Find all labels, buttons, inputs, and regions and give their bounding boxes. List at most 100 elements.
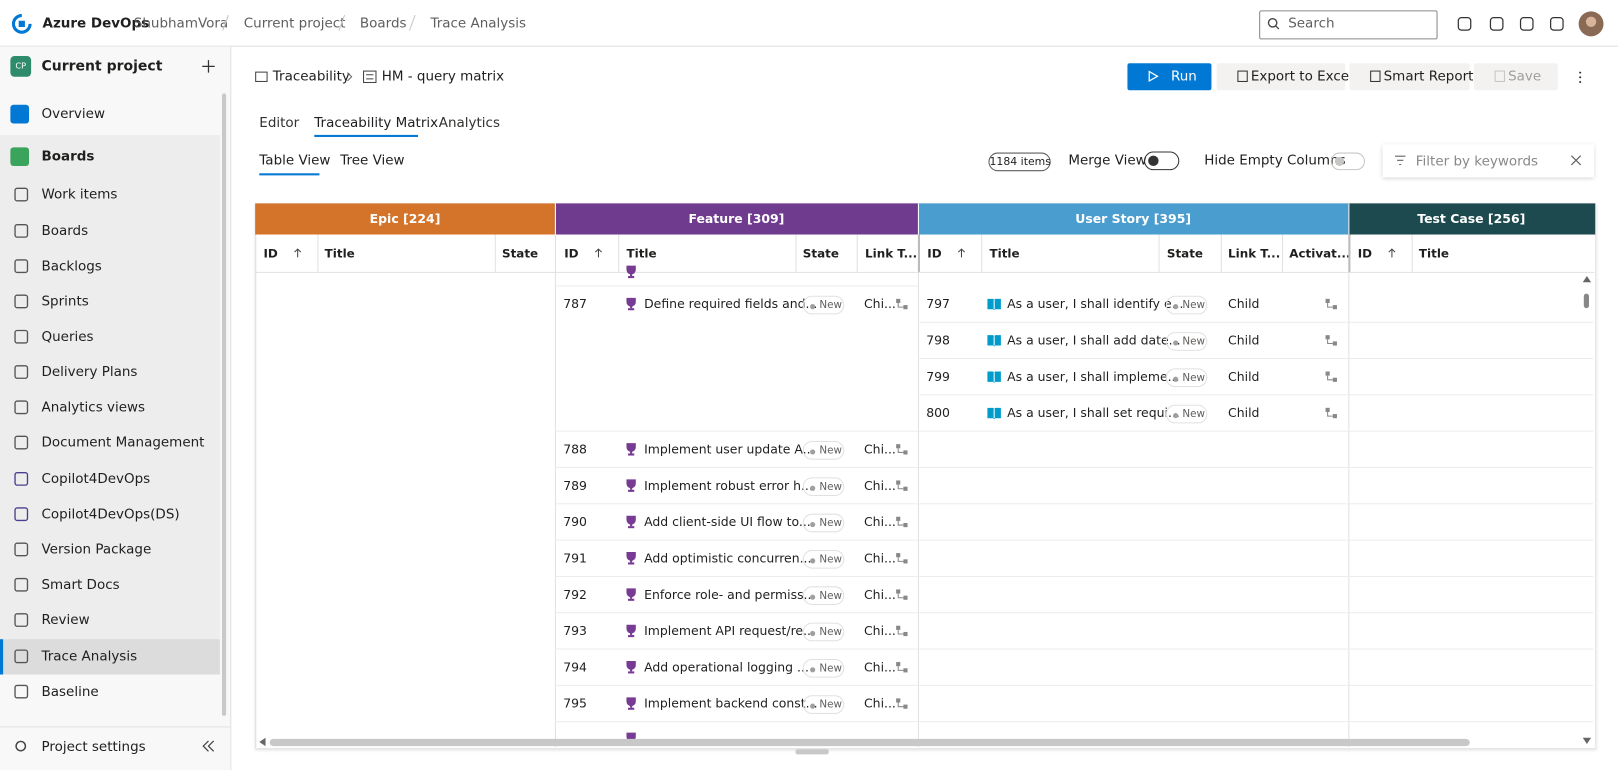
project-name[interactable]: Current project [41,58,163,75]
view-tab[interactable]: Table View [259,153,331,169]
query-icon [363,70,377,84]
story-title[interactable]: As a user, I shall identify e... [1007,296,1184,311]
feature-id[interactable]: 787 [563,296,587,312]
nav-item[interactable]: Baseline [41,684,99,700]
merge-label: Merge View [1068,153,1147,169]
h-scrollbar[interactable] [269,738,1470,747]
filter-placeholder: Filter by keywords [1415,154,1539,170]
feature-title[interactable]: Add optimistic concurren... [644,550,812,566]
column-header: State [502,245,539,261]
story-id[interactable]: 799 [926,368,950,384]
scroll-up [1582,276,1592,283]
nav-item[interactable]: Boards [41,148,95,165]
story-title[interactable]: As a user, I shall impleme... [1007,368,1180,384]
nav-item[interactable]: Copilot4DevOps(DS) [41,506,180,523]
feature-title[interactable]: Define required fields and... [644,296,818,312]
breadcrumb[interactable]: Current project [243,16,346,32]
feature-id[interactable]: 790 [563,514,587,529]
sidebar-footer [0,726,231,770]
topbar [0,0,1618,47]
state-dot [810,521,816,527]
state-text: New [819,299,843,312]
nav-item[interactable]: Backlogs [41,258,102,275]
state-pill: New [1165,404,1208,423]
story-id[interactable]: 800 [926,405,950,420]
state-dot [1173,339,1179,346]
feature-id[interactable]: 791 [563,550,587,566]
breadcrumb[interactable]: Trace Analysis [430,16,527,32]
action-button[interactable] [1127,63,1212,91]
state-text: New [819,662,843,674]
feature-title[interactable]: Implement API request/re... [644,623,815,638]
story-id[interactable]: 798 [926,332,950,348]
avatar [1578,11,1604,37]
tab[interactable]: Editor [259,115,300,132]
feature-id[interactable]: 792 [563,586,587,602]
feature-id[interactable]: 795 [563,695,587,711]
feature-link: Chi... [863,477,896,493]
button-label[interactable]: Run [1170,69,1197,85]
nav-item[interactable]: Version Package [41,542,152,558]
nav-item[interactable]: Copilot4DevOps [41,471,151,488]
nav-item[interactable]: Analytics views [41,400,146,416]
state-text: New [1182,335,1206,348]
item-count: 1184 items [988,152,1051,172]
breadcrumb[interactable]: Boards [359,16,407,32]
state-pill: New [1165,295,1208,314]
nav-icon [14,329,29,344]
tab[interactable]: Analytics [438,115,500,132]
state-text: New [819,553,843,566]
path-root[interactable]: Traceability [272,69,350,85]
filter-box[interactable] [1382,144,1595,178]
story-title[interactable]: As a user, I shall add date... [1007,332,1181,348]
feature-icon [626,551,636,564]
story-id[interactable]: 797 [926,296,950,311]
nav-item[interactable]: Overview [41,106,105,122]
story-title[interactable]: As a user, I shall set requi... [1007,405,1180,420]
feature-title[interactable]: Add operational logging ... [644,659,809,674]
nav-icon [14,400,29,415]
feature-id[interactable]: 788 [563,441,587,457]
action-button [1473,63,1558,91]
tab[interactable]: Traceability Matrix [314,115,439,132]
search-box[interactable] [1259,10,1438,40]
state-pill: New [802,440,845,460]
button-label[interactable]: Export to Excel [1250,69,1353,85]
nav-item[interactable]: Delivery Plans [41,364,138,381]
nav-item[interactable]: Sprints [41,294,89,310]
feature-title[interactable]: Add client-side UI flow to... [644,514,811,529]
nav-item[interactable]: Work items [41,187,118,203]
feature-title[interactable]: Enforce role- and permiss... [644,586,816,602]
project-settings[interactable]: Project settings [41,739,146,755]
column-header: Title [324,245,355,261]
view-tab[interactable]: Tree View [340,153,405,169]
top-icon [1489,17,1504,31]
action-button[interactable] [1349,63,1470,91]
hide-empty-label: Hide Empty Columns [1204,153,1346,169]
nav-item[interactable]: Review [41,612,90,629]
state-text: New [819,517,843,529]
state-pill: New [1165,367,1208,387]
column-header: State [802,245,839,261]
nav-item[interactable]: Smart Docs [41,577,120,594]
feature-id[interactable]: 794 [563,659,587,674]
nav-item[interactable]: Queries [41,329,94,346]
v-scrollbar[interactable] [1583,293,1589,309]
nav-item[interactable]: Trace Analysis [41,649,138,665]
feature-title[interactable]: Implement user update A... [644,441,815,457]
link-icon [896,552,908,563]
nav-item[interactable]: Document Management [41,435,205,451]
top-icon [1519,17,1534,31]
feature-id[interactable]: 789 [563,477,587,493]
merge-toggle[interactable] [1144,151,1180,171]
search-placeholder: Search [1288,16,1335,32]
nav-item[interactable]: Boards [41,223,89,240]
story-icon [987,334,1001,347]
nav-icon [14,223,29,238]
feature-title[interactable]: Implement robust error h... [644,477,813,493]
button-label[interactable]: Smart Report [1383,69,1474,85]
state-dot [810,703,816,709]
feature-title[interactable]: Implement backend const... [644,695,818,711]
feature-id[interactable]: 793 [563,623,587,638]
group-name: User Story [395] [1075,211,1192,227]
